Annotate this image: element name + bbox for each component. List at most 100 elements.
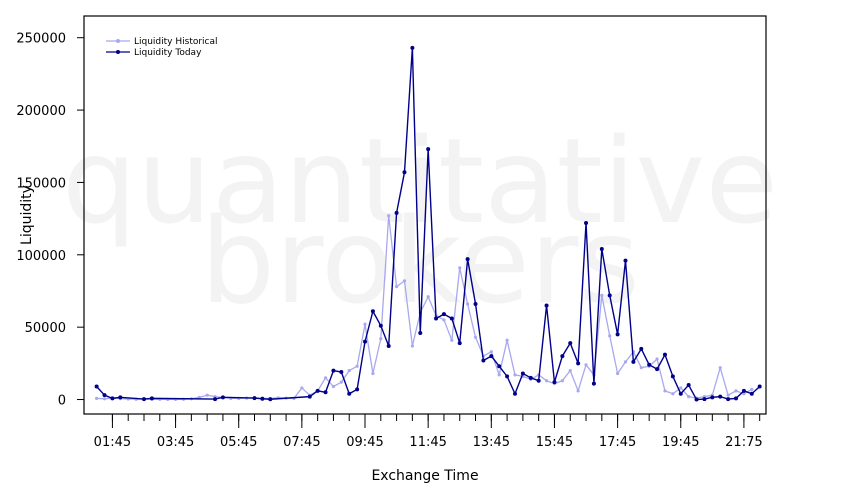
data-point: [718, 366, 722, 370]
legend: Liquidity Historical Liquidity Today: [106, 37, 218, 58]
data-point: [402, 279, 407, 283]
data-point: [331, 384, 336, 389]
data-point: [489, 354, 494, 359]
data-point: [749, 391, 754, 396]
y-axis: 0 50000 100000 150000 200000 250000: [16, 32, 84, 409]
data-point: [599, 247, 604, 252]
data-point: [394, 210, 399, 215]
data-point: [552, 380, 557, 385]
data-point: [205, 393, 209, 397]
data-point: [410, 45, 415, 50]
data-point: [497, 373, 501, 377]
watermark: quantitative brokers: [62, 112, 778, 330]
data-point: [576, 389, 580, 393]
data-point: [426, 295, 430, 299]
data-point: [734, 389, 738, 393]
data-point: [363, 322, 367, 326]
data-point: [663, 389, 667, 393]
data-point: [449, 316, 454, 321]
data-point: [394, 285, 399, 289]
data-point: [473, 302, 478, 307]
data-point: [347, 391, 352, 396]
data-point: [631, 359, 636, 364]
x-axis: 01:45 03:45 05:45 07:45 09:45 11:45 13:45 15:45…: [94, 414, 763, 450]
series-today: [94, 45, 762, 402]
data-point: [750, 387, 754, 391]
data-point: [418, 330, 423, 335]
x-tick-label: 09:45: [346, 435, 383, 450]
legend-marker-historical: [116, 39, 120, 43]
data-point: [379, 337, 383, 341]
plot-frame: [83, 15, 767, 415]
data-point: [528, 375, 533, 380]
data-point: [512, 391, 517, 396]
data-point: [95, 396, 99, 400]
data-point: [410, 344, 414, 348]
y-tick-label: 250000: [16, 32, 66, 47]
watermark-line-1: quantitative: [62, 112, 778, 250]
data-point: [647, 362, 652, 367]
data-point: [102, 397, 107, 401]
y-tick-label: 150000: [16, 176, 66, 191]
data-point: [726, 393, 730, 397]
data-point: [466, 302, 470, 306]
data-point: [300, 386, 304, 390]
data-point: [323, 376, 328, 380]
data-point: [520, 371, 525, 376]
data-point: [536, 378, 541, 383]
y-tick-label: 100000: [16, 249, 66, 264]
data-point: [742, 392, 746, 396]
data-point: [268, 397, 273, 402]
data-point: [315, 388, 320, 393]
data-point: [473, 335, 478, 339]
data-point: [441, 312, 446, 317]
x-tick-label: 07:45: [283, 435, 320, 450]
data-point: [679, 386, 683, 390]
data-point: [260, 396, 265, 401]
data-point: [149, 396, 154, 401]
data-point: [94, 384, 99, 389]
data-point: [458, 266, 462, 270]
data-point: [331, 368, 336, 373]
data-point: [347, 368, 351, 373]
data-point: [615, 332, 620, 337]
data-point: [734, 396, 739, 401]
series-layer: [94, 45, 762, 402]
data-point: [434, 316, 439, 321]
data-point: [363, 339, 368, 344]
y-tick-label: 200000: [16, 104, 66, 119]
data-point: [639, 366, 643, 370]
data-point: [102, 393, 107, 398]
x-tick-label: 03:45: [157, 435, 194, 450]
data-point: [671, 392, 675, 396]
data-point: [355, 387, 360, 392]
data-point: [544, 379, 549, 383]
data-point: [355, 364, 359, 368]
x-tick-label: 19:45: [662, 435, 699, 450]
data-point: [489, 350, 493, 354]
x-tick-label: 11:45: [409, 435, 446, 450]
data-point: [741, 388, 746, 393]
data-point: [141, 397, 146, 402]
data-point: [465, 257, 470, 262]
data-point: [655, 357, 659, 361]
data-point: [670, 374, 675, 379]
data-point: [576, 361, 581, 366]
legend-label-today: Liquidity Today: [134, 48, 202, 58]
data-point: [402, 170, 407, 175]
data-point: [505, 338, 509, 342]
data-point: [655, 367, 660, 372]
data-point: [513, 373, 517, 377]
x-tick-label: 21:75: [725, 435, 762, 450]
x-tick-label: 13:45: [473, 435, 510, 450]
legend-label-historical: Liquidity Historical: [134, 37, 218, 47]
data-point: [662, 352, 667, 357]
data-point: [110, 396, 115, 401]
data-point: [584, 220, 589, 225]
data-point: [568, 368, 572, 373]
data-point: [505, 374, 510, 379]
data-point: [639, 346, 644, 351]
data-point: [371, 371, 375, 376]
data-point: [323, 390, 328, 395]
